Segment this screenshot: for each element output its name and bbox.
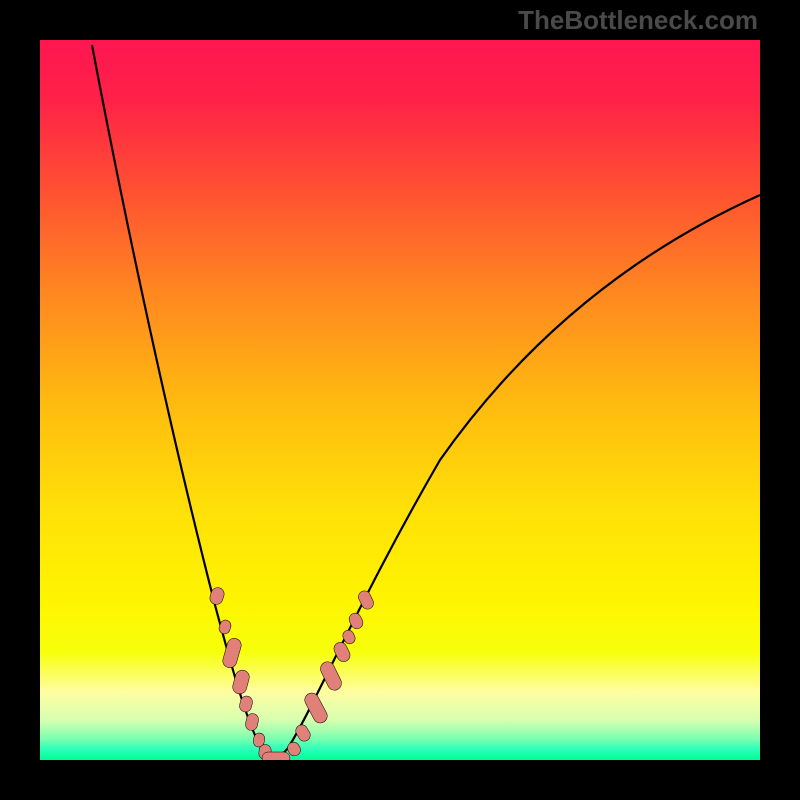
marker-point bbox=[294, 723, 313, 744]
curve-overlay bbox=[40, 40, 760, 760]
chart-stage: TheBottleneck.com bbox=[0, 0, 800, 800]
marker-point bbox=[302, 691, 329, 726]
marker-point bbox=[262, 752, 290, 760]
bottleneck-curve bbox=[92, 45, 760, 759]
marker-point bbox=[318, 659, 344, 692]
watermark-text: TheBottleneck.com bbox=[518, 5, 758, 36]
